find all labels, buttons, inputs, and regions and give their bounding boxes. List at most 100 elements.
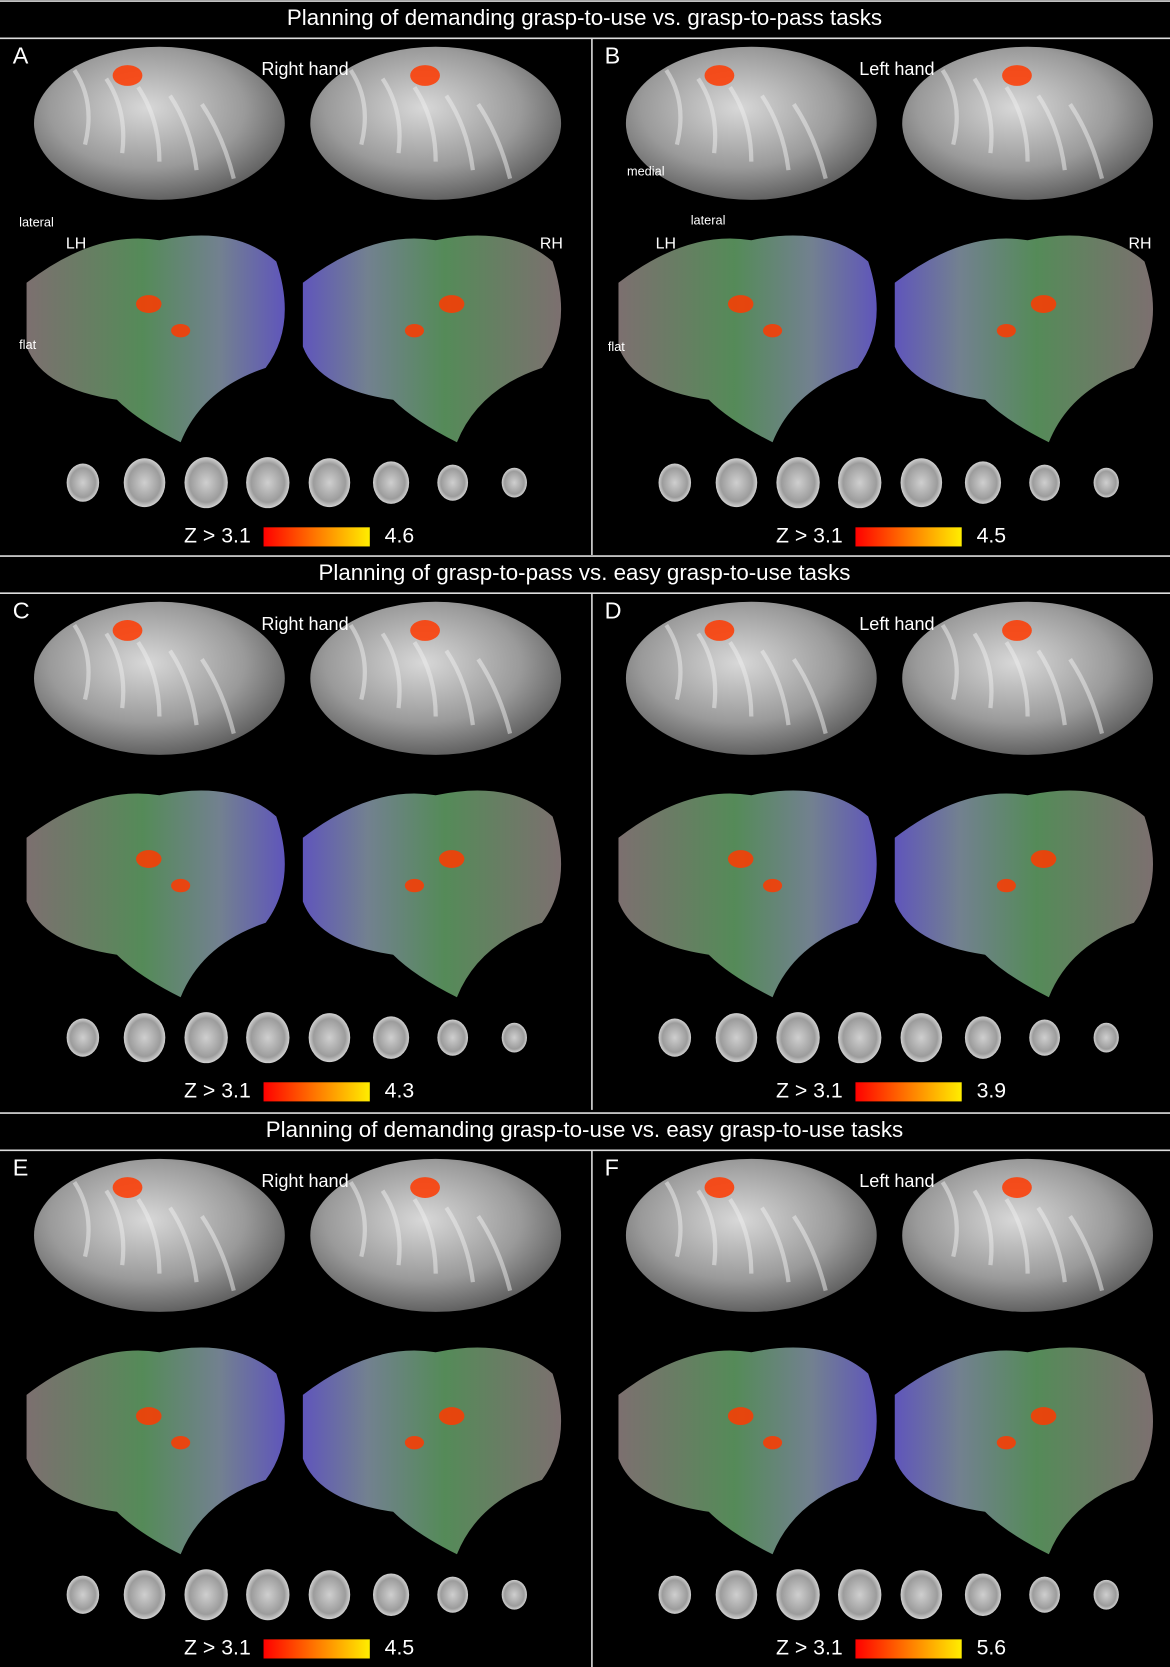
sulcus: [760, 1206, 791, 1283]
activation: [727, 850, 754, 868]
z-max: 5.6: [977, 1636, 1007, 1660]
axial-slice: [501, 467, 527, 498]
view-label: RH: [540, 236, 563, 253]
view-label: LH: [656, 236, 676, 253]
flatmap: [894, 1347, 1153, 1555]
flatmap: [302, 235, 562, 443]
sulcus: [728, 640, 754, 717]
axial-slice: [715, 458, 758, 508]
sulcus: [168, 94, 199, 171]
axial-slice: [372, 1016, 410, 1059]
brain: [625, 1158, 877, 1312]
sulcus: [412, 1198, 438, 1274]
sulcus: [168, 649, 199, 726]
sulcus: [760, 94, 791, 171]
activation: [1002, 620, 1032, 641]
sulcus: [168, 1206, 199, 1283]
brain: [902, 46, 1153, 200]
axial-slice: [1093, 467, 1119, 498]
sulcus: [728, 85, 754, 162]
axial-slice: [900, 1570, 943, 1620]
axial-slice: [246, 457, 290, 509]
activation: [727, 295, 754, 313]
axial-slice: [658, 1575, 692, 1614]
z-max: 4.3: [385, 1078, 415, 1102]
view-label: RH: [1129, 236, 1152, 253]
hand-label: Right hand: [261, 59, 348, 79]
activation: [762, 1435, 783, 1450]
brain: [310, 1158, 562, 1312]
sulcus: [72, 623, 91, 701]
sulcus: [380, 632, 402, 709]
activation: [404, 1435, 425, 1450]
axial-slice: [776, 1012, 820, 1064]
axial-slice: [501, 1579, 527, 1610]
activation: [727, 1407, 754, 1426]
axial-slice: [246, 1569, 290, 1621]
axial-slice: [964, 461, 1002, 504]
hand-label: Right hand: [261, 614, 348, 634]
sulcus: [728, 1198, 754, 1274]
axial-slice: [776, 457, 820, 509]
brain: [34, 46, 285, 200]
axial-slice: [900, 1013, 943, 1063]
hand-label: Left hand: [859, 614, 934, 634]
activation: [136, 1407, 162, 1426]
sulcus: [664, 68, 683, 146]
hand-label: Right hand: [261, 1171, 348, 1191]
axial-slice: [66, 1575, 100, 1614]
sulcus: [1036, 94, 1067, 171]
colorbar: [263, 1082, 370, 1102]
sulcus: [1068, 103, 1105, 180]
view-label: flat: [19, 337, 36, 352]
panel-letter: D: [605, 598, 622, 624]
flatmap: [618, 235, 877, 443]
axial-slice: [437, 464, 469, 501]
sulcus: [476, 103, 513, 180]
axial-slice: [1029, 1019, 1060, 1056]
activation: [704, 65, 735, 86]
panel-letter: E: [13, 1155, 29, 1181]
activation: [438, 295, 465, 313]
section-title: Planning of demanding grasp-to-use vs. e…: [266, 1117, 903, 1142]
sulcus: [412, 640, 438, 717]
activation: [996, 323, 1016, 338]
sulcus: [940, 623, 959, 701]
activation: [1002, 65, 1032, 86]
axial-slice: [308, 1013, 351, 1063]
activation: [1002, 1177, 1032, 1198]
brain: [34, 601, 285, 755]
sulcus: [972, 1189, 994, 1266]
brain: [310, 46, 562, 200]
z-threshold: Z > 3.1: [776, 1078, 843, 1102]
sulcus: [664, 1181, 683, 1258]
axial-slice: [184, 1569, 228, 1621]
flatmap: [302, 790, 562, 998]
activation: [404, 878, 425, 893]
z-max: 3.9: [977, 1078, 1007, 1102]
activation: [404, 323, 425, 338]
axial-slice: [123, 1570, 166, 1620]
view-label: LH: [66, 236, 86, 253]
view-label: flat: [608, 339, 625, 354]
axial-slice: [964, 1016, 1002, 1059]
sulcus: [200, 103, 236, 180]
axial-slice: [838, 1569, 882, 1621]
axial-slice: [66, 463, 100, 502]
hand-label: Left hand: [859, 59, 934, 79]
sulcus: [348, 1181, 367, 1258]
axial-slice: [437, 1019, 469, 1056]
z-threshold: Z > 3.1: [184, 1078, 251, 1102]
activation: [996, 878, 1016, 893]
axial-slice: [715, 1570, 758, 1620]
sulcus: [104, 77, 126, 154]
activation: [762, 878, 783, 893]
axial-slice: [838, 457, 882, 509]
sulcus: [72, 68, 91, 146]
axial-slice: [308, 1570, 351, 1620]
sulcus: [696, 632, 718, 709]
brain: [625, 46, 877, 200]
axial-slice: [123, 458, 166, 508]
axial-slice: [184, 1012, 228, 1064]
